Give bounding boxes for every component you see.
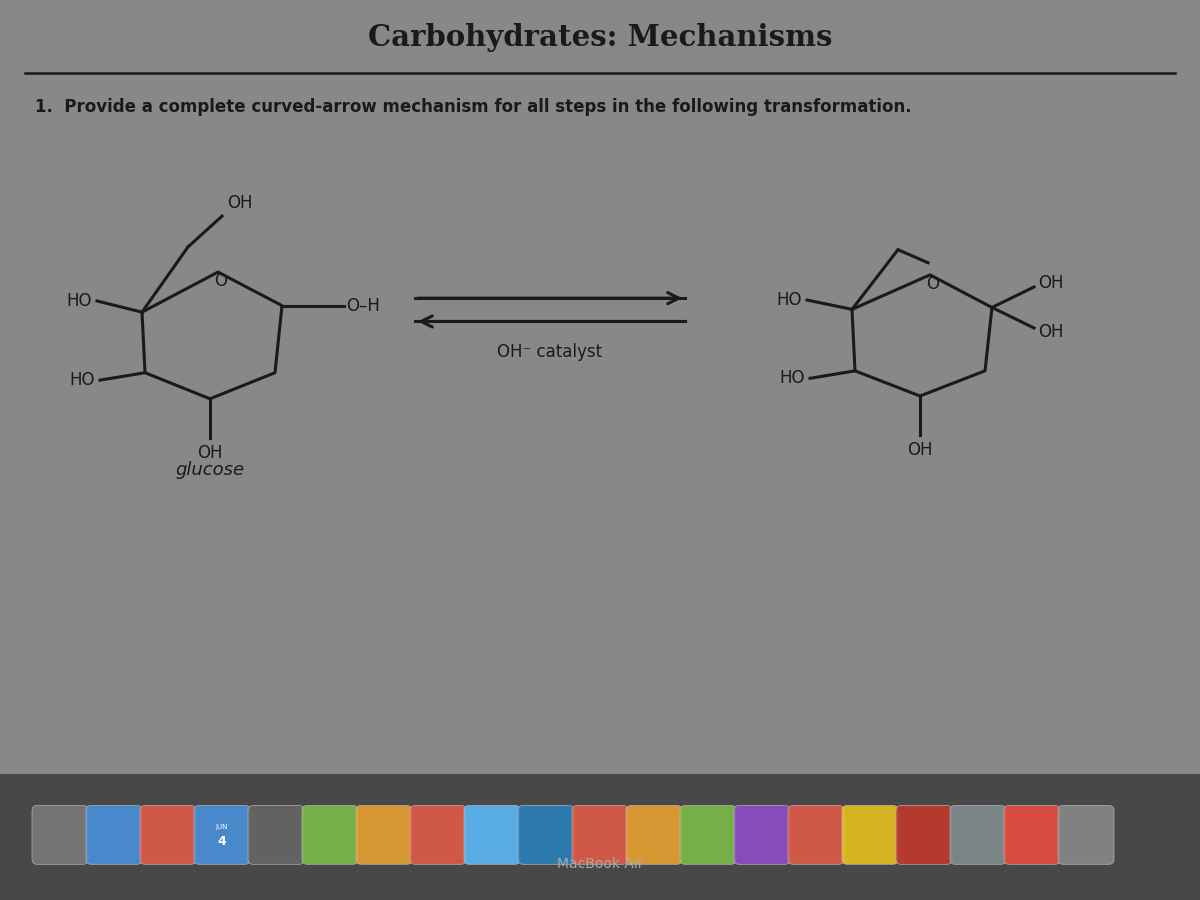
Text: glucose: glucose: [175, 461, 245, 479]
FancyBboxPatch shape: [626, 806, 682, 864]
FancyBboxPatch shape: [410, 806, 466, 864]
FancyBboxPatch shape: [680, 806, 736, 864]
Text: JUN: JUN: [216, 824, 228, 830]
FancyBboxPatch shape: [140, 806, 196, 864]
Text: O: O: [926, 275, 940, 293]
FancyBboxPatch shape: [464, 806, 520, 864]
Text: 1.  Provide a complete curved-arrow mechanism for all steps in the following tra: 1. Provide a complete curved-arrow mecha…: [35, 98, 912, 116]
Text: OH: OH: [1038, 323, 1063, 341]
FancyBboxPatch shape: [788, 806, 844, 864]
FancyBboxPatch shape: [842, 806, 898, 864]
FancyBboxPatch shape: [248, 806, 304, 864]
FancyBboxPatch shape: [1058, 806, 1114, 864]
FancyBboxPatch shape: [302, 806, 358, 864]
Text: HO: HO: [70, 371, 95, 389]
FancyBboxPatch shape: [1004, 806, 1060, 864]
FancyBboxPatch shape: [194, 806, 250, 864]
Text: 4: 4: [217, 834, 227, 848]
Text: OH: OH: [197, 444, 223, 462]
Text: HO: HO: [780, 369, 805, 387]
FancyBboxPatch shape: [0, 774, 1200, 900]
FancyBboxPatch shape: [86, 806, 142, 864]
FancyBboxPatch shape: [950, 806, 1006, 864]
Text: MacBook Air: MacBook Air: [557, 813, 643, 827]
Text: OH: OH: [907, 441, 932, 459]
Text: OH⁻ catalyst: OH⁻ catalyst: [498, 343, 602, 361]
Text: O: O: [215, 273, 228, 291]
FancyBboxPatch shape: [356, 806, 412, 864]
Text: O–H: O–H: [346, 297, 380, 315]
Text: MacBook Air: MacBook Air: [557, 857, 643, 871]
Text: HO: HO: [776, 291, 802, 309]
Text: OH: OH: [1038, 274, 1063, 292]
FancyBboxPatch shape: [518, 806, 574, 864]
FancyBboxPatch shape: [572, 806, 628, 864]
Text: OH: OH: [227, 194, 252, 212]
FancyBboxPatch shape: [32, 806, 88, 864]
FancyBboxPatch shape: [734, 806, 790, 864]
Text: Carbohydrates: Mechanisms: Carbohydrates: Mechanisms: [367, 22, 833, 52]
Text: HO: HO: [66, 292, 92, 310]
FancyBboxPatch shape: [896, 806, 952, 864]
